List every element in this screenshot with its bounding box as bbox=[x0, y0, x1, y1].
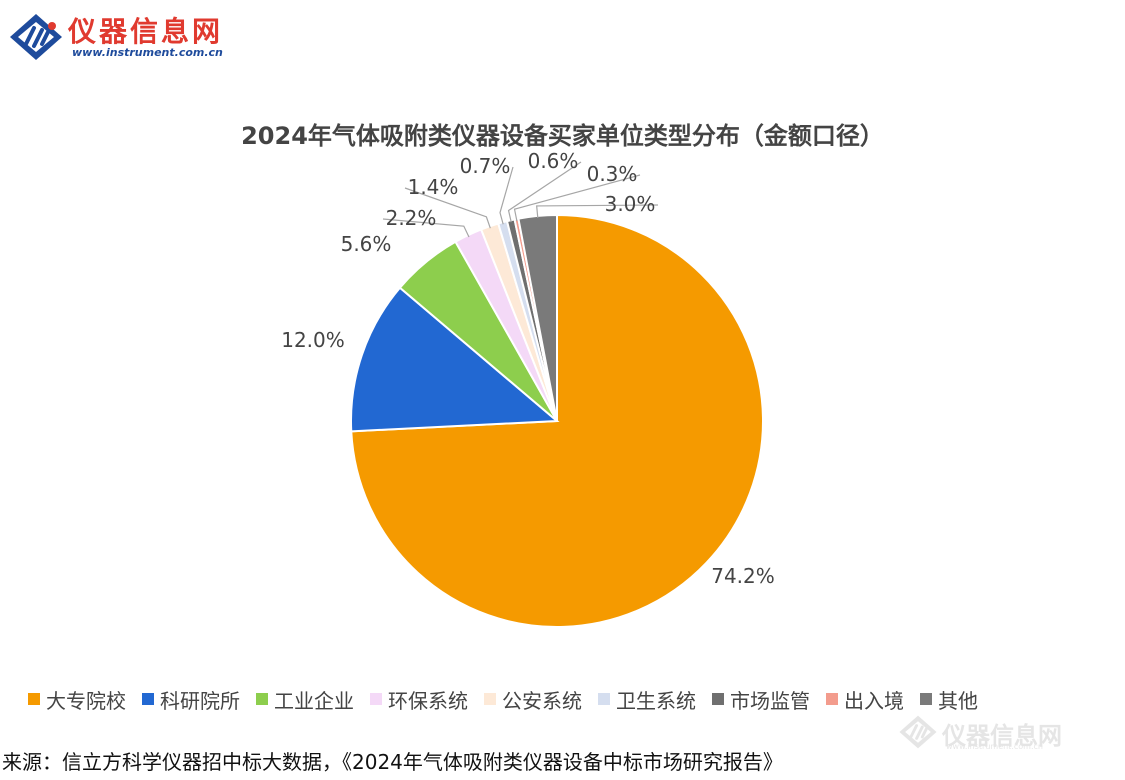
legend-label-6: 卫生系统 bbox=[616, 688, 696, 713]
legend-label-8: 出入境 bbox=[844, 688, 904, 713]
legend-label-9: 其他 bbox=[938, 688, 978, 713]
data-label-7: 0.6% bbox=[528, 149, 579, 173]
legend-swatch-3 bbox=[256, 693, 268, 705]
legend-swatch-9 bbox=[920, 693, 932, 705]
data-label-2: 12.0% bbox=[281, 328, 345, 352]
watermark-name: 仪器信息网 bbox=[942, 722, 1062, 750]
data-label-3: 5.6% bbox=[341, 232, 392, 256]
legend-label-7: 市场监管 bbox=[730, 688, 810, 713]
leader-line-6 bbox=[499, 166, 514, 225]
legend-item-6: 卫生系统 bbox=[598, 685, 696, 714]
legend-label-5: 公安系统 bbox=[502, 688, 582, 713]
legend-item-1: 大专院校 bbox=[28, 685, 126, 714]
pie-slice-2 bbox=[350, 286, 560, 433]
legend-label-3: 工业企业 bbox=[274, 688, 354, 713]
watermark-logo-icon bbox=[899, 715, 937, 749]
chart-title: 2024年气体吸附类仪器设备买家单位类型分布（金额口径） bbox=[241, 122, 884, 150]
legend-item-8: 出入境 bbox=[826, 685, 904, 714]
legend-item-5: 公安系统 bbox=[484, 685, 582, 714]
data-label-6: 0.7% bbox=[460, 154, 511, 178]
legend-swatch-4 bbox=[370, 693, 382, 705]
legend-swatch-2 bbox=[142, 693, 154, 705]
logo-emblem-icon bbox=[10, 14, 62, 60]
legend-swatch-1 bbox=[28, 693, 40, 705]
leader-line-4 bbox=[382, 218, 470, 238]
legend-label-4: 环保系统 bbox=[388, 688, 468, 713]
data-labels: 74.2% 12.0% 5.6%2.2% 1.4%0.7% 0.6% 0.3% 3.0% bbox=[281, 149, 775, 588]
source-note: 来源：信立方科学仪器招中标大数据，《2024年气体吸附类仪器设备中标市场研究报告… bbox=[2, 750, 783, 774]
legend-label-1: 大专院校 bbox=[46, 688, 126, 713]
watermark: 仪器信息网 www.instrument.com.cn bbox=[898, 714, 1118, 754]
data-label-1: 74.2% bbox=[711, 564, 775, 588]
legend-item-2: 科研院所 bbox=[142, 685, 240, 714]
legend-item-9: 其他 bbox=[920, 685, 978, 714]
legend-item-3: 工业企业 bbox=[256, 685, 354, 714]
legend-swatch-7 bbox=[712, 693, 724, 705]
logo-url: www.instrument.com.cn bbox=[72, 46, 223, 59]
legend-swatch-5 bbox=[484, 693, 496, 705]
data-label-4: 2.2% bbox=[386, 206, 437, 230]
data-label-5: 1.4% bbox=[408, 175, 459, 199]
leader-lines bbox=[382, 161, 659, 238]
brand-logo: 仪器信息网 www.instrument.com.cn bbox=[8, 8, 268, 64]
legend-label-2: 科研院所 bbox=[160, 688, 240, 713]
legend-swatch-6 bbox=[598, 693, 610, 705]
leader-line-5 bbox=[404, 187, 491, 229]
pie-slices bbox=[350, 213, 764, 628]
logo-name: 仪器信息网 bbox=[68, 15, 224, 48]
leader-line-8 bbox=[513, 174, 641, 222]
legend-swatch-8 bbox=[826, 693, 838, 705]
chart-legend: 大专院校 科研院所 工业企业 环保系统 公安系统 卫生系统 市场监管 出入境 其他 bbox=[28, 684, 1118, 714]
leader-line-7 bbox=[507, 161, 582, 223]
legend-item-4: 环保系统 bbox=[370, 685, 468, 714]
data-label-8: 0.3% bbox=[587, 162, 638, 186]
leader-line-9 bbox=[536, 204, 659, 218]
legend-item-7: 市场监管 bbox=[712, 685, 810, 714]
data-label-9: 3.0% bbox=[605, 192, 656, 216]
watermark-url: www.instrument.com.cn bbox=[946, 742, 1043, 751]
